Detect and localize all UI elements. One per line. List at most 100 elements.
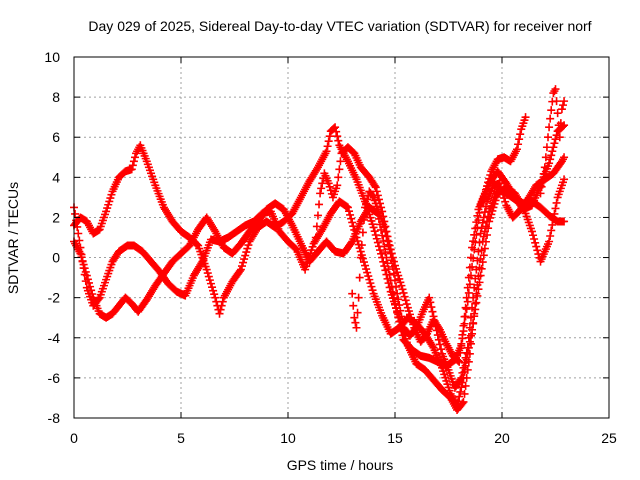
data-point <box>73 222 82 231</box>
data-point <box>384 240 393 249</box>
data-point <box>355 273 364 282</box>
data-point <box>323 142 332 151</box>
data-point <box>546 155 555 164</box>
data-point <box>315 200 324 209</box>
data-point <box>392 282 401 291</box>
data-point <box>560 97 569 106</box>
data-point <box>370 181 379 190</box>
data-point <box>216 305 225 314</box>
y-axis-label: SDTVAR / TECUs <box>5 182 21 294</box>
data-point <box>411 325 420 334</box>
data-point <box>466 253 475 262</box>
data-point <box>432 326 441 335</box>
y-tick-labels: -8 -6 -4 -2 0 2 4 6 8 10 <box>44 49 60 426</box>
data-point <box>240 255 249 264</box>
data-point <box>78 257 87 266</box>
data-point <box>463 343 472 352</box>
data-point <box>499 190 508 199</box>
data-series <box>311 113 530 366</box>
data-point <box>468 303 477 312</box>
data-point <box>386 249 395 258</box>
data-point <box>347 214 356 223</box>
data-point <box>551 85 560 94</box>
data-point <box>462 348 471 357</box>
data-point <box>336 157 345 166</box>
data-point <box>393 289 402 298</box>
data-point <box>547 151 556 160</box>
x-tick-label: 15 <box>387 430 403 446</box>
data-point <box>430 317 439 326</box>
data-point <box>473 291 482 300</box>
data-point <box>470 283 479 292</box>
data-point <box>325 132 334 141</box>
data-point <box>128 161 137 170</box>
data-point <box>515 135 524 144</box>
data-point <box>362 199 371 208</box>
data-point <box>465 337 474 346</box>
data-point <box>514 140 523 149</box>
data-point <box>433 331 442 340</box>
x-tick-label: 0 <box>70 430 78 446</box>
data-point <box>478 258 487 267</box>
data-point <box>357 241 366 250</box>
data-point <box>469 293 478 302</box>
data-point <box>476 271 485 280</box>
data-point <box>558 101 567 110</box>
data-point <box>363 268 372 277</box>
data-point <box>481 202 490 211</box>
data-point <box>426 298 435 307</box>
data-point <box>551 135 560 144</box>
data-point <box>325 182 334 191</box>
data-point <box>546 231 555 240</box>
data-point <box>495 179 504 188</box>
y-tick-label: 2 <box>52 209 60 225</box>
data-point <box>387 256 396 265</box>
data-point <box>488 206 497 215</box>
data-point <box>365 275 374 284</box>
data-point <box>547 106 556 115</box>
data-point <box>344 207 353 216</box>
data-point <box>372 234 381 243</box>
data-point <box>496 183 505 192</box>
data-point <box>81 277 90 286</box>
data-point <box>202 265 211 274</box>
data-point <box>242 248 251 257</box>
data-point <box>79 264 88 273</box>
data-point <box>381 227 390 236</box>
data-point <box>553 109 562 118</box>
data-point <box>463 297 472 306</box>
data-point <box>537 182 546 191</box>
data-point <box>550 139 559 148</box>
data-point <box>333 181 342 190</box>
data-point <box>529 231 538 240</box>
data-point <box>347 239 356 248</box>
data-point <box>402 300 411 309</box>
data-point <box>311 233 320 242</box>
data-point <box>334 136 343 145</box>
data-point <box>401 296 410 305</box>
data-point <box>532 242 541 251</box>
data-point <box>556 119 565 128</box>
data-point <box>527 227 536 236</box>
data-point <box>475 238 484 247</box>
data-point <box>313 211 322 220</box>
data-point <box>361 203 370 212</box>
data-point <box>331 123 340 132</box>
data-point <box>80 270 89 279</box>
data-point <box>354 293 363 302</box>
data-point <box>380 223 389 232</box>
data-point <box>71 209 80 218</box>
y-tick-label: 6 <box>52 129 60 145</box>
data-point <box>539 169 548 178</box>
data-point <box>485 217 494 226</box>
data-point <box>485 174 494 183</box>
data-point <box>385 270 394 279</box>
data-point <box>476 229 485 238</box>
data-point <box>489 203 498 212</box>
data-points <box>70 85 569 414</box>
y-tick-label: -4 <box>48 330 61 346</box>
data-point <box>350 313 359 322</box>
data-point <box>312 222 321 231</box>
